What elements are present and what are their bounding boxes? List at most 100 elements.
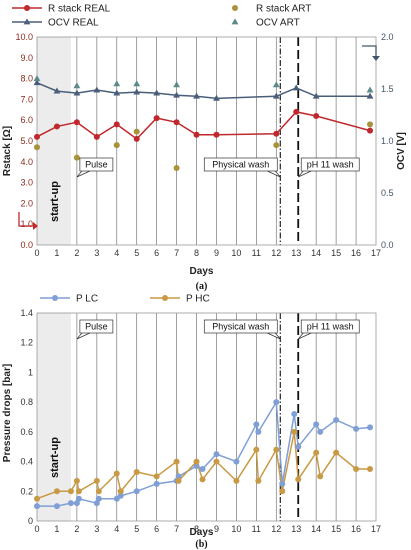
series-line-p-lc <box>37 399 371 507</box>
x-tick-label: 7 <box>174 524 179 534</box>
series-p-hc <box>34 428 374 502</box>
point <box>133 80 141 87</box>
point <box>117 492 124 499</box>
series-lines-a <box>36 82 371 140</box>
annotation-pulse: Pulse <box>76 157 114 178</box>
day-gridlines-b <box>76 313 357 521</box>
startup-label-b: start-up <box>49 437 61 478</box>
point <box>75 488 82 495</box>
point <box>95 495 102 502</box>
legend-b: P LC P HC <box>40 294 210 305</box>
y2-tick-label: 0.0 <box>381 240 394 250</box>
y-tick-label: 7.0 <box>20 94 33 104</box>
y2-tick-labels-a: 0.0 0.5 1.0 1.5 2.0 <box>381 32 394 250</box>
y-tick-label: 0.6 <box>20 427 33 437</box>
point <box>53 488 60 495</box>
annotation-physical-wash: Physical wash <box>203 319 281 340</box>
point <box>199 476 206 483</box>
y-tick-label: 1 <box>28 367 33 377</box>
y2-tick-label: 2.0 <box>381 32 394 42</box>
series-line-r-stack-real <box>36 111 371 140</box>
annotation-pulse: Pulse <box>76 319 114 340</box>
x-tick-label: 14 <box>311 524 321 534</box>
x-tick-label: 14 <box>311 248 321 258</box>
plot-frame-a <box>36 36 377 246</box>
point <box>193 92 200 99</box>
x-tick-label: 4 <box>114 248 119 258</box>
point <box>313 113 320 120</box>
x-tick-labels-b: 0 1 2 3 4 5 6 7 8 9 10 11 12 13 14 15 16 17 <box>34 524 381 534</box>
series-p-lc <box>34 399 374 510</box>
point <box>366 92 374 99</box>
point <box>113 80 121 87</box>
point <box>133 135 140 142</box>
legend-label: OCV ART <box>256 18 300 29</box>
point <box>113 142 120 149</box>
point <box>291 411 298 418</box>
point <box>73 82 81 89</box>
point <box>67 488 74 495</box>
legend-label: P HC <box>186 294 210 305</box>
x-tick-label: 13 <box>291 248 301 258</box>
y-tick-label: 5.0 <box>20 136 33 146</box>
point <box>333 416 340 423</box>
point <box>133 88 141 95</box>
y-tick-label: 1.0 <box>20 219 33 229</box>
annotation-text: pH 11 wash <box>307 322 354 332</box>
series-markers-a <box>33 75 374 172</box>
y2-axis-title-a: OCV [V] <box>396 132 407 170</box>
point <box>133 128 140 135</box>
panel-label-a: (a) <box>196 281 208 292</box>
legend-swatch <box>162 295 168 301</box>
series-line-ocv-real <box>36 82 371 100</box>
point <box>67 500 74 507</box>
point <box>73 154 80 161</box>
x-tick-label: 8 <box>194 248 199 258</box>
x-tick-label: 10 <box>231 248 241 258</box>
x-tick-label: 0 <box>34 248 39 258</box>
y2-tick-label: 0.5 <box>381 188 394 198</box>
y-tick-label: 0.0 <box>20 240 33 250</box>
x-tick-label: 1 <box>54 248 59 258</box>
point <box>113 470 120 477</box>
point <box>93 133 100 140</box>
y-tick-label: 1.2 <box>20 338 33 348</box>
x-tick-label: 5 <box>134 524 139 534</box>
point <box>255 428 262 435</box>
point <box>153 480 160 487</box>
y-axis-title-a: Rstack [Ω] <box>2 126 13 176</box>
legend-swatch <box>24 5 30 11</box>
annotation-ph-11-wash: pH 11 wash <box>297 157 360 178</box>
y-tick-label: 0.2 <box>20 486 33 496</box>
day-gridlines-a <box>76 37 357 245</box>
point <box>295 476 302 483</box>
legend-label: R stack ART <box>256 4 311 15</box>
annotations-a: Pulse Physical wash pH 11 wash <box>76 157 360 178</box>
annotation-text: Pulse <box>85 160 108 170</box>
point <box>253 446 260 453</box>
point <box>293 108 300 115</box>
y-tick-label: 3.0 <box>20 178 33 188</box>
point <box>253 421 260 428</box>
y-tick-label: 8.0 <box>20 74 33 84</box>
point <box>213 451 220 458</box>
point <box>213 458 220 465</box>
x-tick-label: 5 <box>134 248 139 258</box>
y-tick-label: 10.0 <box>15 32 33 42</box>
point <box>291 428 298 435</box>
point <box>93 477 100 484</box>
point <box>173 119 180 126</box>
point <box>273 399 280 406</box>
point <box>173 81 180 88</box>
point <box>295 443 302 450</box>
point <box>255 477 262 484</box>
point <box>93 86 101 93</box>
point <box>193 458 200 465</box>
legend-item-ocv-art: OCV ART <box>231 18 300 29</box>
x-tick-label: 1 <box>54 524 59 534</box>
y-tick-label: 0.8 <box>20 397 33 407</box>
series-lines-b <box>36 399 371 507</box>
point <box>173 91 180 98</box>
legend-a: R stack REAL R stack ART OCV REAL OCV ART <box>12 4 311 29</box>
